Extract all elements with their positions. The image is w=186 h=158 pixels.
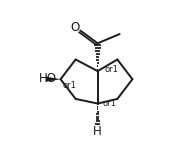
Polygon shape (46, 77, 61, 82)
Text: or1: or1 (104, 65, 118, 74)
Text: HO: HO (39, 72, 57, 85)
Text: or1: or1 (62, 81, 76, 90)
Text: or1: or1 (102, 99, 116, 108)
Text: H: H (93, 125, 102, 138)
Text: O: O (70, 21, 80, 34)
